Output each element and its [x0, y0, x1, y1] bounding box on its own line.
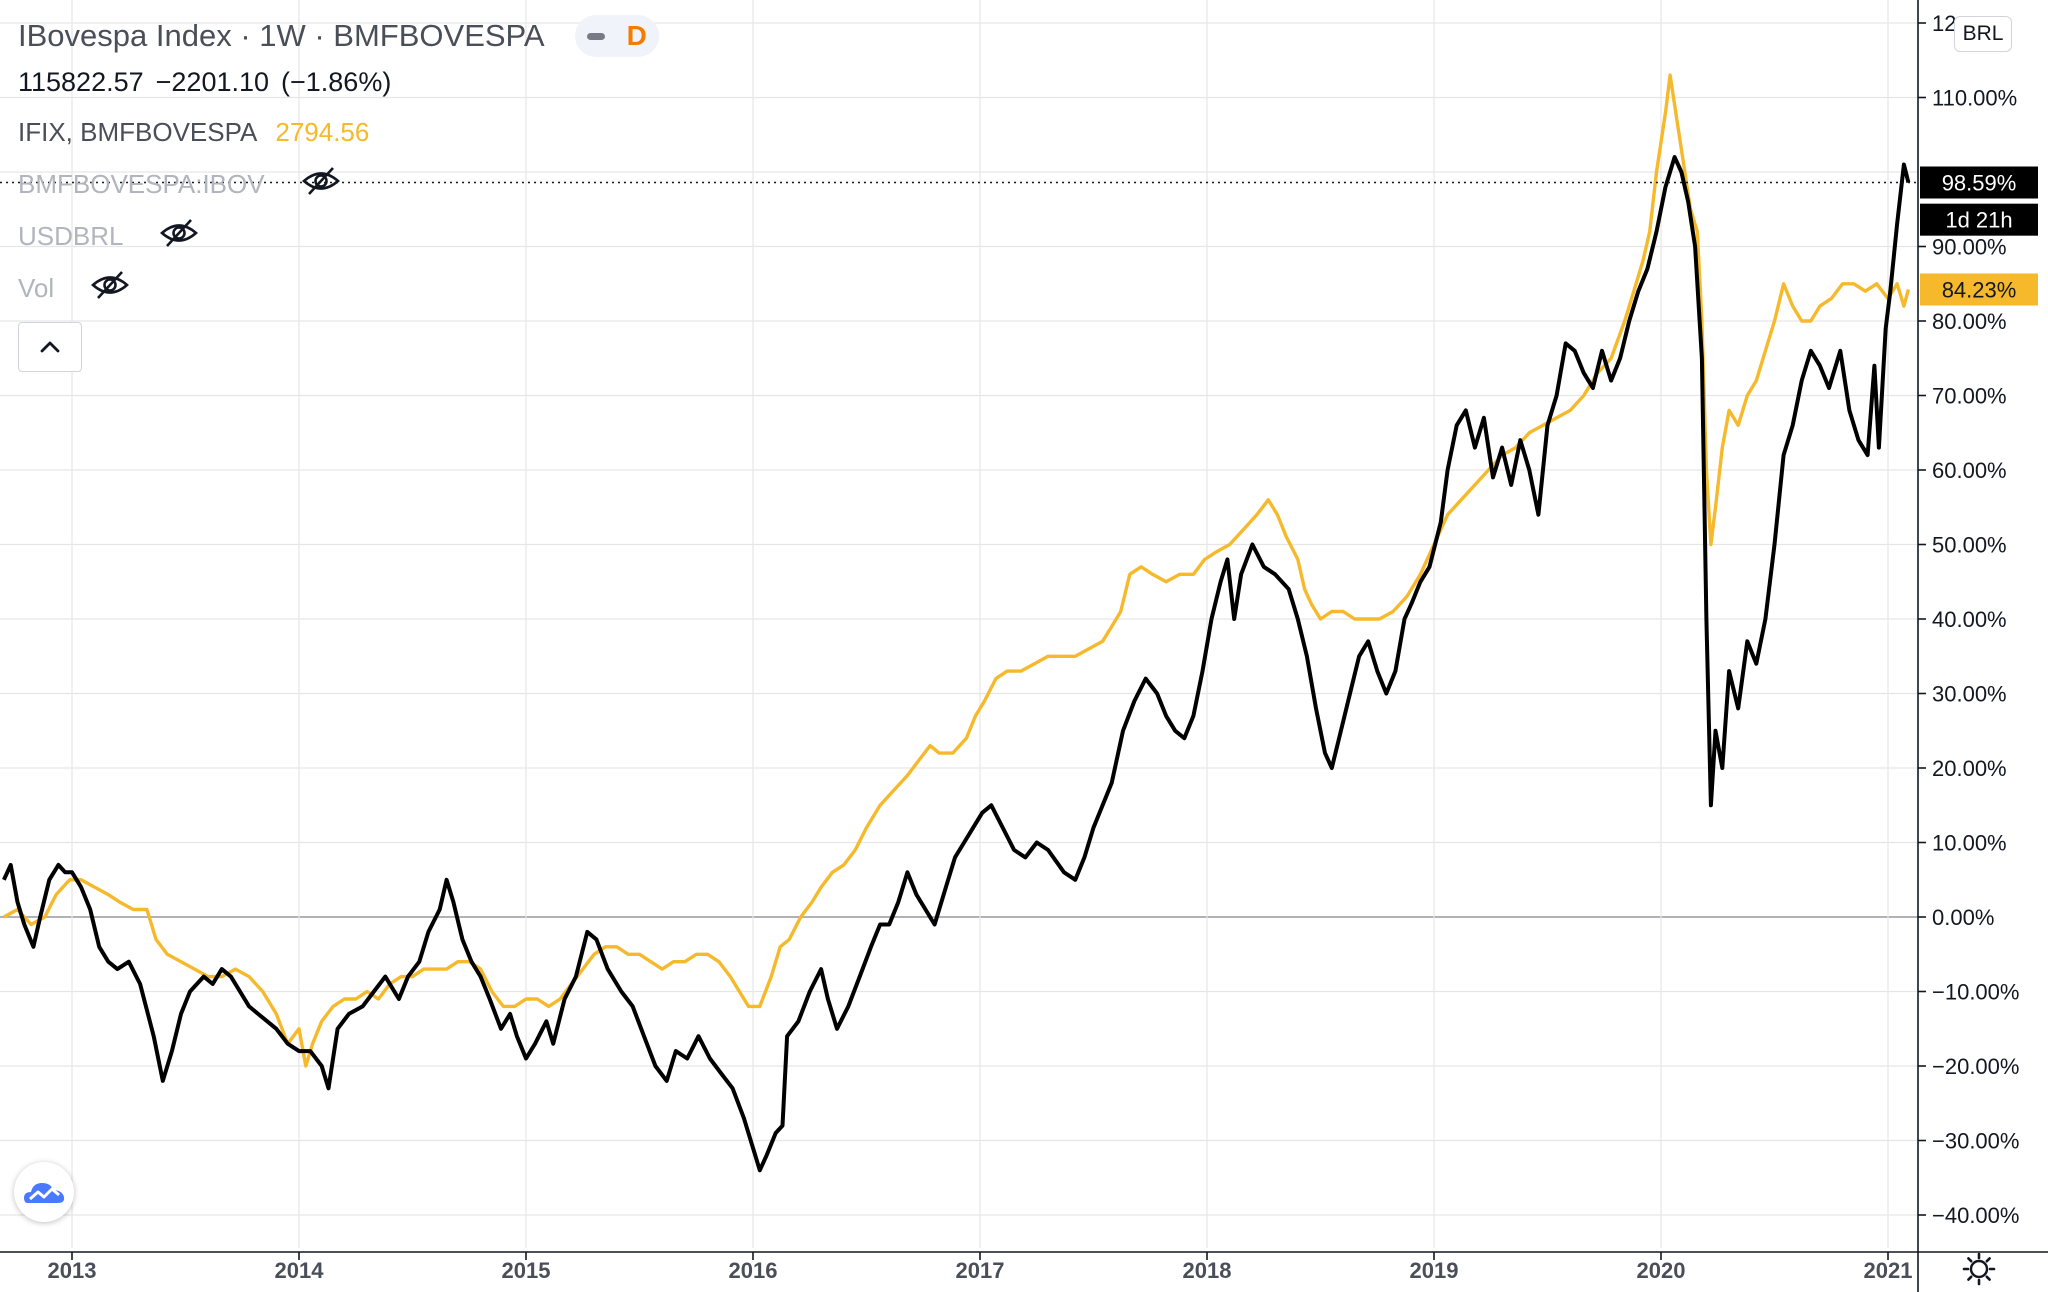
time-axis-label: 2019 [1410, 1258, 1459, 1283]
time-axis-label: 2021 [1864, 1258, 1913, 1283]
ohlc-values: 115822.57 −2201.10 (−1.86%) [18, 58, 659, 106]
series-ibov-label[interactable]: BMFBOVESPA:IBOV [18, 168, 265, 199]
time-axis-label: 2017 [956, 1258, 1005, 1283]
tradingview-logo[interactable] [14, 1162, 74, 1222]
grid-layer [0, 0, 1918, 1248]
cloud-chart-icon [24, 1183, 65, 1203]
series-usdbrl-label[interactable]: USDBRL [18, 220, 124, 251]
gear-icon [1962, 1252, 1996, 1286]
series-vol-label[interactable]: Vol [18, 272, 55, 303]
series-line-ibov[interactable] [2, 155, 1911, 1173]
symbol-header[interactable]: IBovespa Index · 1W · BMFBOVESPA D [18, 14, 659, 58]
price-scale-label: 30.00% [1932, 682, 2007, 707]
price-scale-label: 10.00% [1932, 831, 2007, 856]
price-scale-label: 0.00% [1932, 905, 1994, 930]
series-line-ifix[interactable] [3, 73, 1911, 1068]
last-value-tag: 84.23% [1920, 273, 2038, 306]
last-value-tag: 1d 21h [1920, 203, 2038, 236]
time-axis-label: 2013 [48, 1258, 97, 1283]
data-status-badge[interactable]: D [574, 15, 659, 57]
price-change-pct: (−1.86%) [281, 66, 392, 97]
price-scale-label: 60.00% [1932, 458, 2007, 483]
price-scale-label: 70.00% [1932, 384, 2007, 409]
series-ifix[interactable]: IFIX, BMFBOVESPA 2794.56 [18, 106, 659, 158]
price-change: −2201.10 [155, 66, 270, 97]
price-scale-label: 80.00% [1932, 309, 2007, 334]
last-value-tag: 98.59% [1920, 166, 2038, 199]
series-ifix-label[interactable]: IFIX, BMFBOVESPA [18, 116, 258, 147]
time-axis-label: 2014 [275, 1258, 325, 1283]
last-value-tag-bg [1920, 203, 2038, 236]
series-layer [2, 73, 1911, 1173]
series-ifix-value: 2794.56 [275, 116, 370, 147]
price-scale-label: 12 [1932, 11, 1956, 36]
currency-button[interactable]: BRL [1954, 16, 2012, 52]
price-scale-label: 40.00% [1932, 607, 2007, 632]
price-scale-label: 50.00% [1932, 533, 2007, 558]
price-scale-label: −30.00% [1932, 1129, 2019, 1154]
chart-settings-button[interactable] [1962, 1252, 1996, 1291]
legend: IBovespa Index · 1W · BMFBOVESPA D 11582… [18, 14, 659, 372]
series-ibov-hidden[interactable]: BMFBOVESPA:IBOV [18, 158, 659, 210]
series-usdbrl-hidden[interactable]: USDBRL [18, 210, 659, 262]
delayed-data-letter: D [626, 20, 647, 51]
last-value-tag-text: 1d 21h [1945, 208, 2012, 233]
minus-icon [586, 32, 605, 40]
price-scale-label: −10.00% [1932, 980, 2019, 1005]
price-scale-label: −20.00% [1932, 1054, 2019, 1079]
time-axis-label: 2020 [1637, 1258, 1686, 1283]
symbol-title[interactable]: IBovespa Index · 1W · BMFBOVESPA [18, 18, 545, 53]
last-value-tag-text: 84.23% [1942, 277, 2017, 302]
eye-off-icon[interactable] [90, 269, 130, 308]
price-scale-label: 90.00% [1932, 235, 2007, 260]
eye-off-icon[interactable] [301, 165, 341, 204]
last-value-tag-bg [1920, 166, 2038, 199]
time-axis-label: 2016 [729, 1258, 778, 1283]
price-scale-label: 110.00% [1932, 86, 2017, 111]
price-scale-label: 20.00% [1932, 756, 2007, 781]
time-axis-label: 2018 [1183, 1258, 1232, 1283]
price-scale-label: −40.00% [1932, 1203, 2019, 1228]
collapse-legend-button[interactable] [18, 322, 82, 372]
series-vol-hidden[interactable]: Vol [18, 262, 659, 314]
eye-off-icon[interactable] [159, 217, 199, 256]
chevron-up-icon [40, 341, 60, 353]
last-value-tag-bg [1920, 273, 2038, 306]
last-value-tag-text: 98.59% [1942, 171, 2017, 196]
time-axis-label: 2015 [502, 1258, 551, 1283]
last-price: 115822.57 [18, 66, 144, 97]
